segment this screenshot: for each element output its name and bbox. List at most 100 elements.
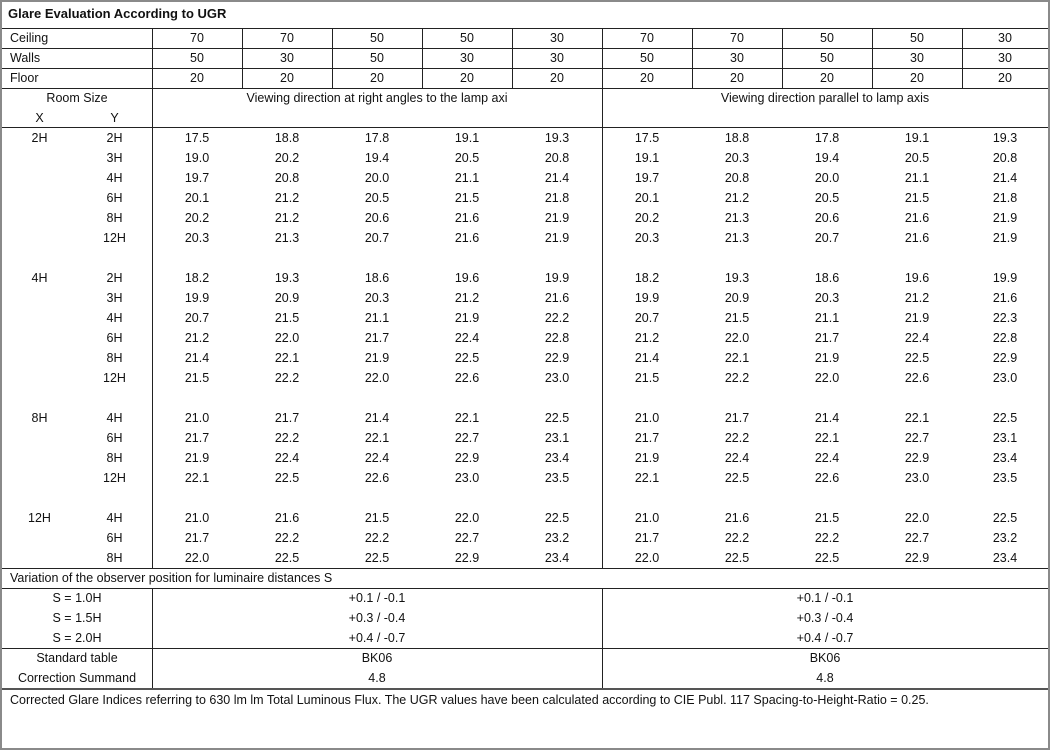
ugr-value: 19.9: [634, 291, 660, 305]
standard-value-right-angles: 4.8: [368, 671, 386, 685]
ugr-value: 20.5: [364, 191, 390, 205]
reflectance-label: Walls: [10, 51, 41, 65]
ugr-value: 20.7: [634, 311, 660, 325]
ugr-value: 21.6: [904, 211, 930, 225]
ugr-value: 21.9: [634, 451, 660, 465]
ugr-value: 22.9: [454, 551, 480, 565]
room-y: 2H: [106, 131, 123, 145]
ugr-value: 23.2: [544, 531, 570, 545]
direction-parallel-header: Viewing direction parallel to lamp axis: [720, 91, 930, 105]
ugr-value: 23.1: [544, 431, 570, 445]
ugr-value: 21.2: [904, 291, 930, 305]
variation-value-right-angles: +0.3 / -0.4: [348, 611, 406, 625]
reflectance-value: 20: [910, 71, 924, 85]
reflectance-value: 20: [280, 71, 294, 85]
ugr-value: 22.5: [724, 551, 750, 565]
standard-value-right-angles: BK06: [361, 651, 393, 665]
ugr-value: 21.8: [544, 191, 570, 205]
divider: [2, 568, 1048, 569]
ugr-value: 22.6: [364, 471, 390, 485]
room-size-header: Room Size: [46, 91, 108, 105]
ugr-value: 20.8: [274, 171, 300, 185]
ugr-value: 22.5: [454, 351, 480, 365]
ugr-value: 21.9: [904, 311, 930, 325]
ugr-value: 20.3: [184, 231, 210, 245]
room-x: 2H: [31, 131, 48, 145]
reflectance-label: Ceiling: [10, 31, 49, 45]
ugr-value: 21.5: [904, 191, 930, 205]
divider: [512, 28, 513, 88]
ugr-value: 20.2: [274, 151, 300, 165]
direction-right-angles-header: Viewing direction at right angles to the…: [246, 91, 508, 105]
reflectance-value: 50: [640, 51, 654, 65]
reflectance-value: 30: [998, 51, 1012, 65]
reflectance-value: 30: [910, 51, 924, 65]
variation-value-parallel: +0.1 / -0.1: [796, 591, 854, 605]
room-y: 8H: [106, 351, 123, 365]
ugr-value: 22.0: [274, 331, 300, 345]
ugr-value: 18.8: [724, 131, 750, 145]
ugr-value: 18.2: [184, 271, 210, 285]
divider: [872, 28, 873, 88]
room-x: 4H: [31, 271, 48, 285]
ugr-value: 21.1: [364, 311, 390, 325]
ugr-value: 22.8: [992, 331, 1018, 345]
ugr-value: 21.6: [454, 211, 480, 225]
ugr-value: 23.0: [454, 471, 480, 485]
ugr-value: 20.9: [274, 291, 300, 305]
table-title: Glare Evaluation According to UGR: [8, 6, 227, 21]
divider: [422, 28, 423, 88]
ugr-value: 22.4: [904, 331, 930, 345]
ugr-value: 21.2: [184, 331, 210, 345]
ugr-value: 20.2: [184, 211, 210, 225]
room-y: 3H: [106, 151, 123, 165]
ugr-value: 23.0: [904, 471, 930, 485]
ugr-value: 18.6: [364, 271, 390, 285]
ugr-value: 22.1: [454, 411, 480, 425]
ugr-value: 17.5: [184, 131, 210, 145]
reflectance-value: 70: [190, 31, 204, 45]
ugr-value: 21.2: [454, 291, 480, 305]
room-y: 4H: [106, 311, 123, 325]
ugr-value: 22.5: [814, 551, 840, 565]
reflectance-value: 30: [550, 31, 564, 45]
reflectance-value: 50: [190, 51, 204, 65]
ugr-value: 22.0: [814, 371, 840, 385]
ugr-value: 21.1: [814, 311, 840, 325]
variation-label: S = 1.5H: [52, 611, 102, 625]
reflectance-value: 20: [190, 71, 204, 85]
ugr-value: 19.4: [814, 151, 840, 165]
room-y: 4H: [106, 171, 123, 185]
reflectance-value: 50: [370, 31, 384, 45]
ugr-value: 19.9: [544, 271, 570, 285]
ugr-value: 21.9: [814, 351, 840, 365]
room-y: 8H: [106, 551, 123, 565]
ugr-value: 22.0: [904, 511, 930, 525]
room-x: 8H: [31, 411, 48, 425]
room-y: 12H: [103, 371, 126, 385]
ugr-value: 22.4: [724, 451, 750, 465]
ugr-value: 17.5: [634, 131, 660, 145]
ugr-value: 22.5: [544, 511, 570, 525]
ugr-value: 20.8: [992, 151, 1018, 165]
ugr-value: 21.2: [274, 191, 300, 205]
room-y: 4H: [106, 511, 123, 525]
ugr-value: 21.9: [184, 451, 210, 465]
variation-value-right-angles: +0.4 / -0.7: [348, 631, 406, 645]
ugr-value: 22.2: [724, 431, 750, 445]
reflectance-label: Floor: [10, 71, 39, 85]
ugr-value: 21.7: [184, 531, 210, 545]
room-y: 12H: [103, 471, 126, 485]
ugr-value: 23.4: [544, 451, 570, 465]
ugr-value: 20.3: [814, 291, 840, 305]
ugr-value: 22.3: [992, 311, 1018, 325]
divider: [2, 48, 1048, 49]
ugr-value: 21.1: [454, 171, 480, 185]
reflectance-value: 30: [730, 51, 744, 65]
ugr-value: 21.5: [724, 311, 750, 325]
ugr-value: 21.1: [904, 171, 930, 185]
ugr-value: 22.9: [904, 451, 930, 465]
ugr-value: 20.6: [364, 211, 390, 225]
